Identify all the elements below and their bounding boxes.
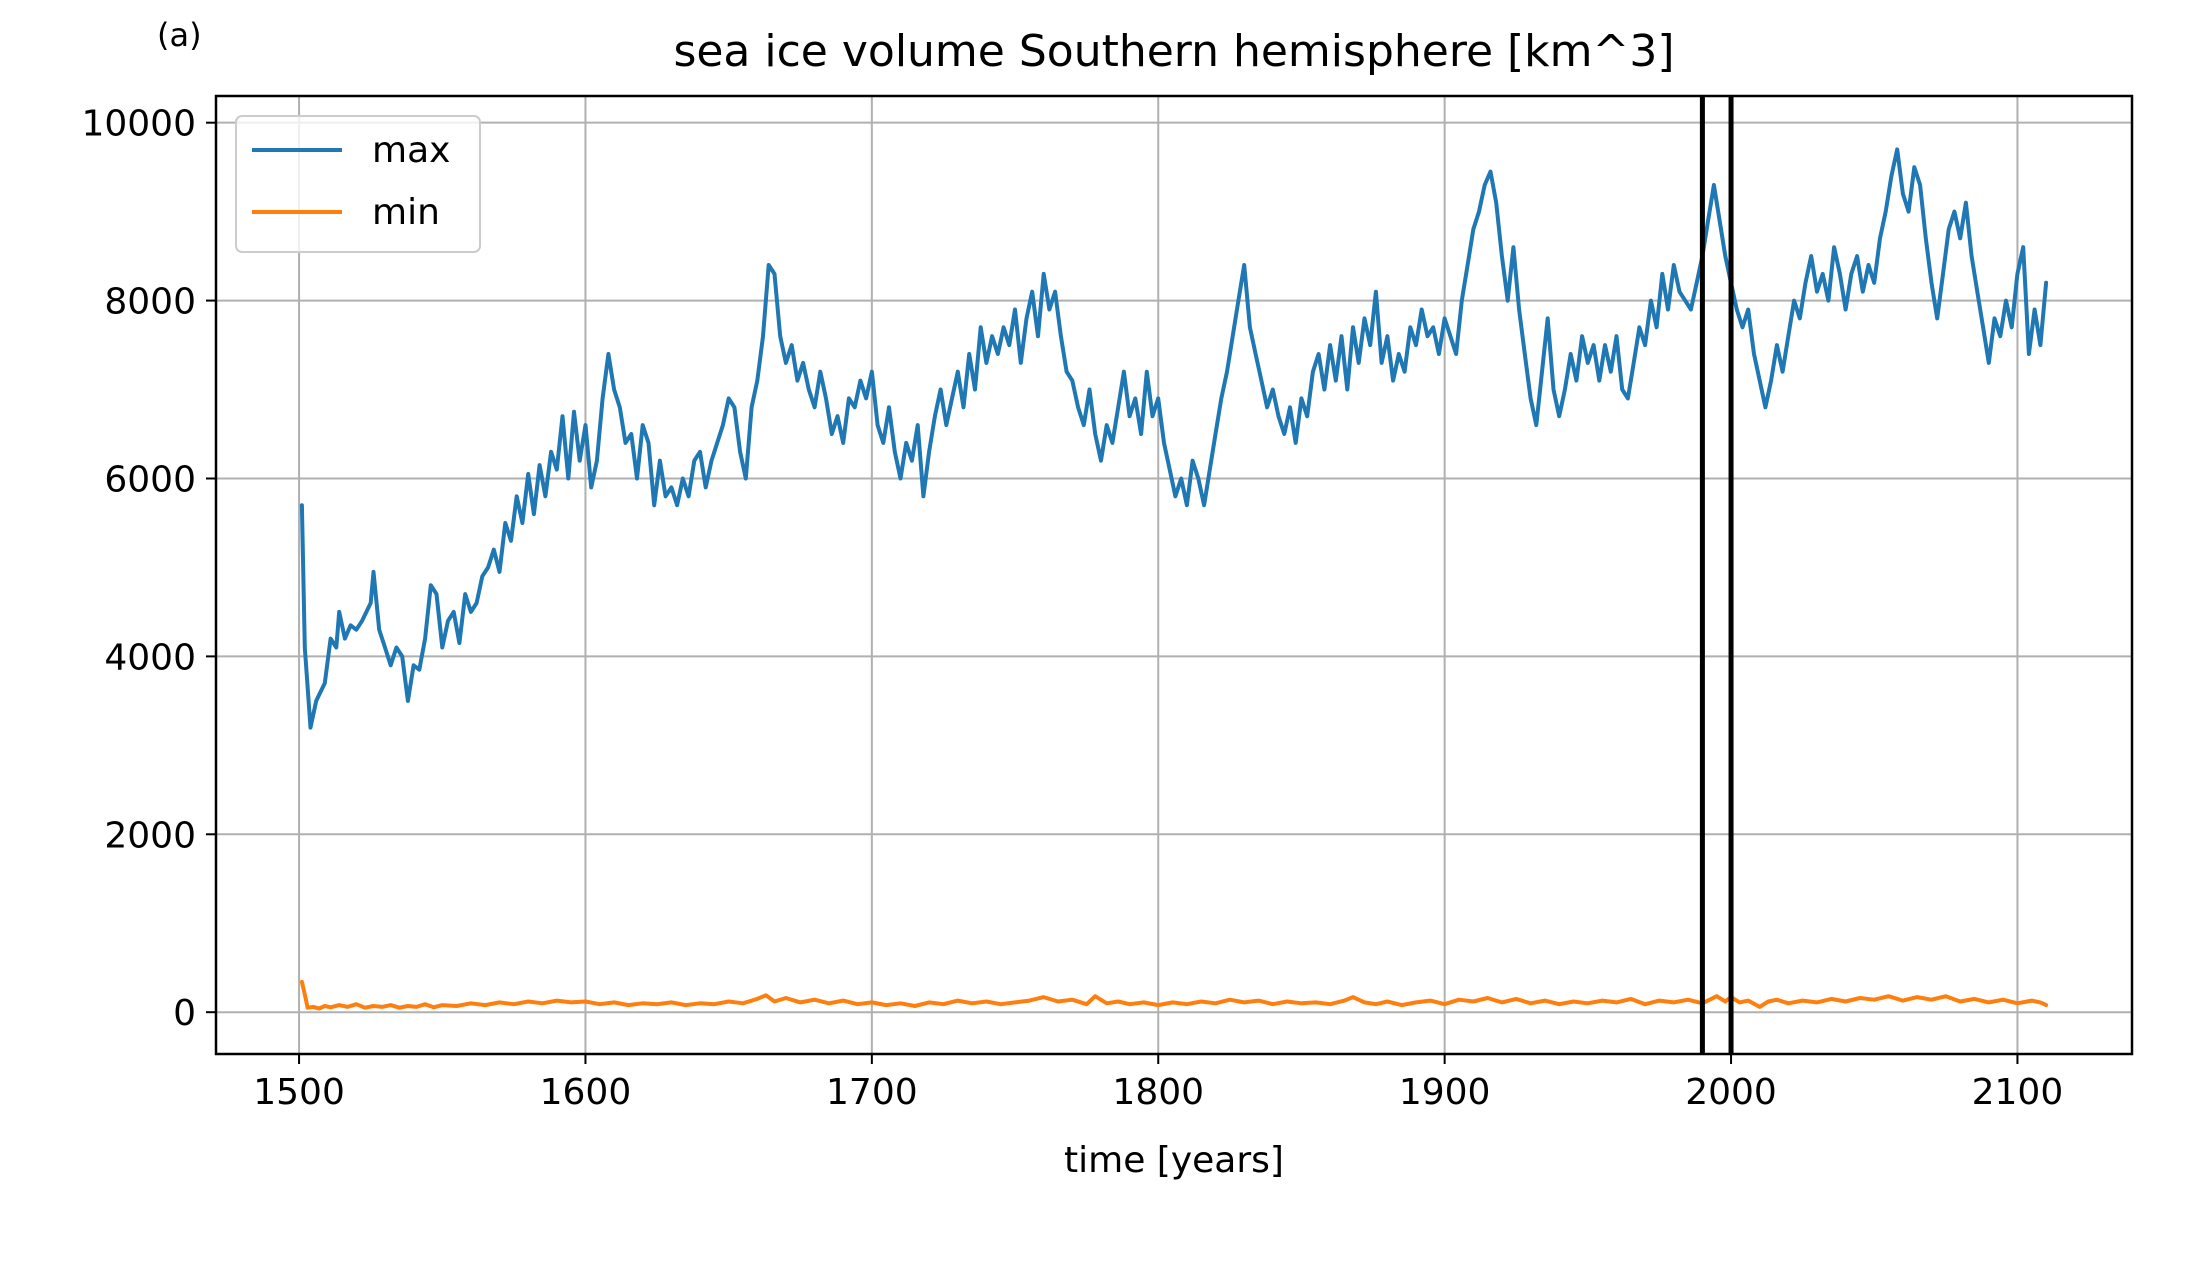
- legend: max min: [235, 115, 481, 253]
- y-tick-label: 6000: [104, 459, 196, 500]
- x-tick-label: 1500: [253, 1072, 345, 1113]
- y-tick-label: 8000: [104, 282, 196, 323]
- plot-area-frame: [214, 94, 2134, 1056]
- y-tick-label: 2000: [104, 815, 196, 856]
- y-axis-ticks: 0 2000 4000 6000 8000 10000: [81, 104, 216, 1034]
- data-series: [299, 147, 2049, 1011]
- y-tick-label: 10000: [81, 104, 196, 145]
- legend-label-min: min: [372, 192, 440, 233]
- grid-lines: [216, 96, 2132, 1054]
- x-tick-label: 1700: [826, 1072, 918, 1113]
- x-axis-label: time [years]: [1064, 1140, 1284, 1181]
- x-tick-label: 2100: [1972, 1072, 2064, 1113]
- legend-label-max: max: [372, 130, 450, 171]
- panel-label: (a): [157, 16, 202, 54]
- chart-title: sea ice volume Southern hemisphere [km^3…: [673, 26, 1674, 77]
- x-axis-ticks: 1500 1600 1700 1800 1900 2000 2100: [253, 1054, 2063, 1113]
- series-line-max: [299, 147, 2049, 730]
- y-tick-label: 4000: [104, 637, 196, 678]
- y-tick-label: 0: [173, 993, 196, 1034]
- x-tick-label: 1900: [1399, 1072, 1491, 1113]
- x-tick-label: 1600: [540, 1072, 632, 1113]
- x-tick-label: 2000: [1685, 1072, 1777, 1113]
- reference-lines: [1699, 96, 1734, 1054]
- series-line-min: [299, 979, 2049, 1011]
- x-tick-label: 1800: [1112, 1072, 1204, 1113]
